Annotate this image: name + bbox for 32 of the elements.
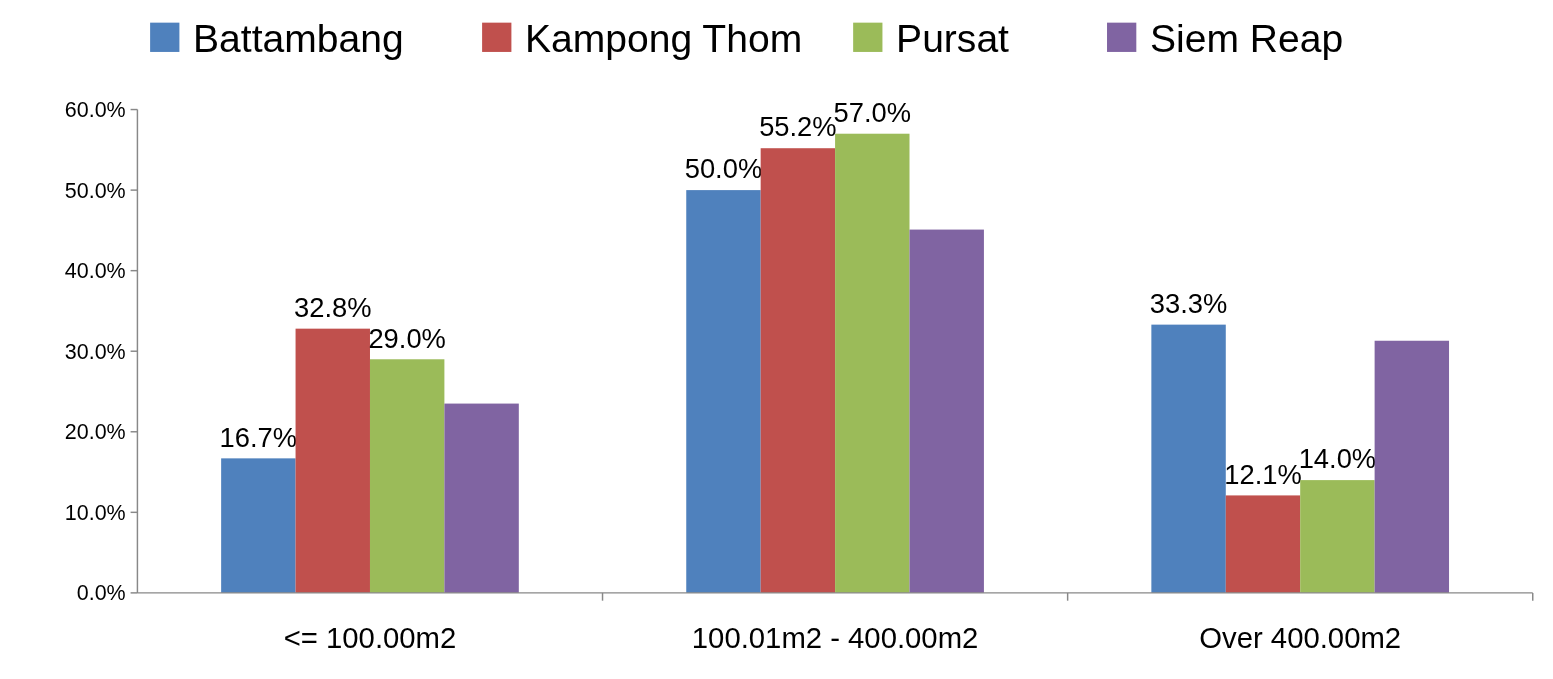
legend-label: Battambang	[193, 16, 404, 60]
y-tick-label: 40.0%	[64, 259, 126, 284]
legend-label: Pursat	[896, 16, 1010, 60]
x-tick-label: Over 400.00m2	[1199, 620, 1402, 654]
data-label: 33.3%	[1149, 287, 1228, 319]
data-label: 50.0%	[684, 153, 763, 185]
bar	[835, 133, 910, 593]
bar	[295, 328, 370, 593]
data-label: 32.8%	[294, 291, 372, 323]
bar	[1300, 480, 1375, 593]
x-tick-label: 100.01m2 - 400.00m2	[691, 620, 979, 654]
bar	[909, 229, 984, 593]
bar	[1225, 495, 1301, 593]
y-tick-label: 60.0%	[64, 98, 126, 123]
y-tick-label: 30.0%	[64, 339, 126, 364]
bar	[686, 190, 761, 593]
legend-label: Siem Reap	[1149, 16, 1344, 60]
bar	[1151, 324, 1226, 593]
y-tick-label: 10.0%	[64, 500, 126, 525]
bar	[1374, 340, 1450, 593]
y-tick-label: 0.0%	[76, 581, 126, 606]
data-label: 12.1%	[1224, 458, 1302, 490]
x-tick-label: <= 100.00m2	[283, 620, 457, 654]
bar	[760, 148, 836, 593]
y-tick-label: 20.0%	[64, 420, 126, 445]
bar	[369, 359, 445, 593]
legend-label: Kampong Thom	[525, 16, 803, 60]
bar	[444, 403, 519, 593]
data-label: 16.7%	[219, 421, 298, 453]
data-label: 29.0%	[368, 322, 446, 354]
bar	[221, 458, 296, 593]
y-tick-label: 50.0%	[64, 178, 126, 203]
